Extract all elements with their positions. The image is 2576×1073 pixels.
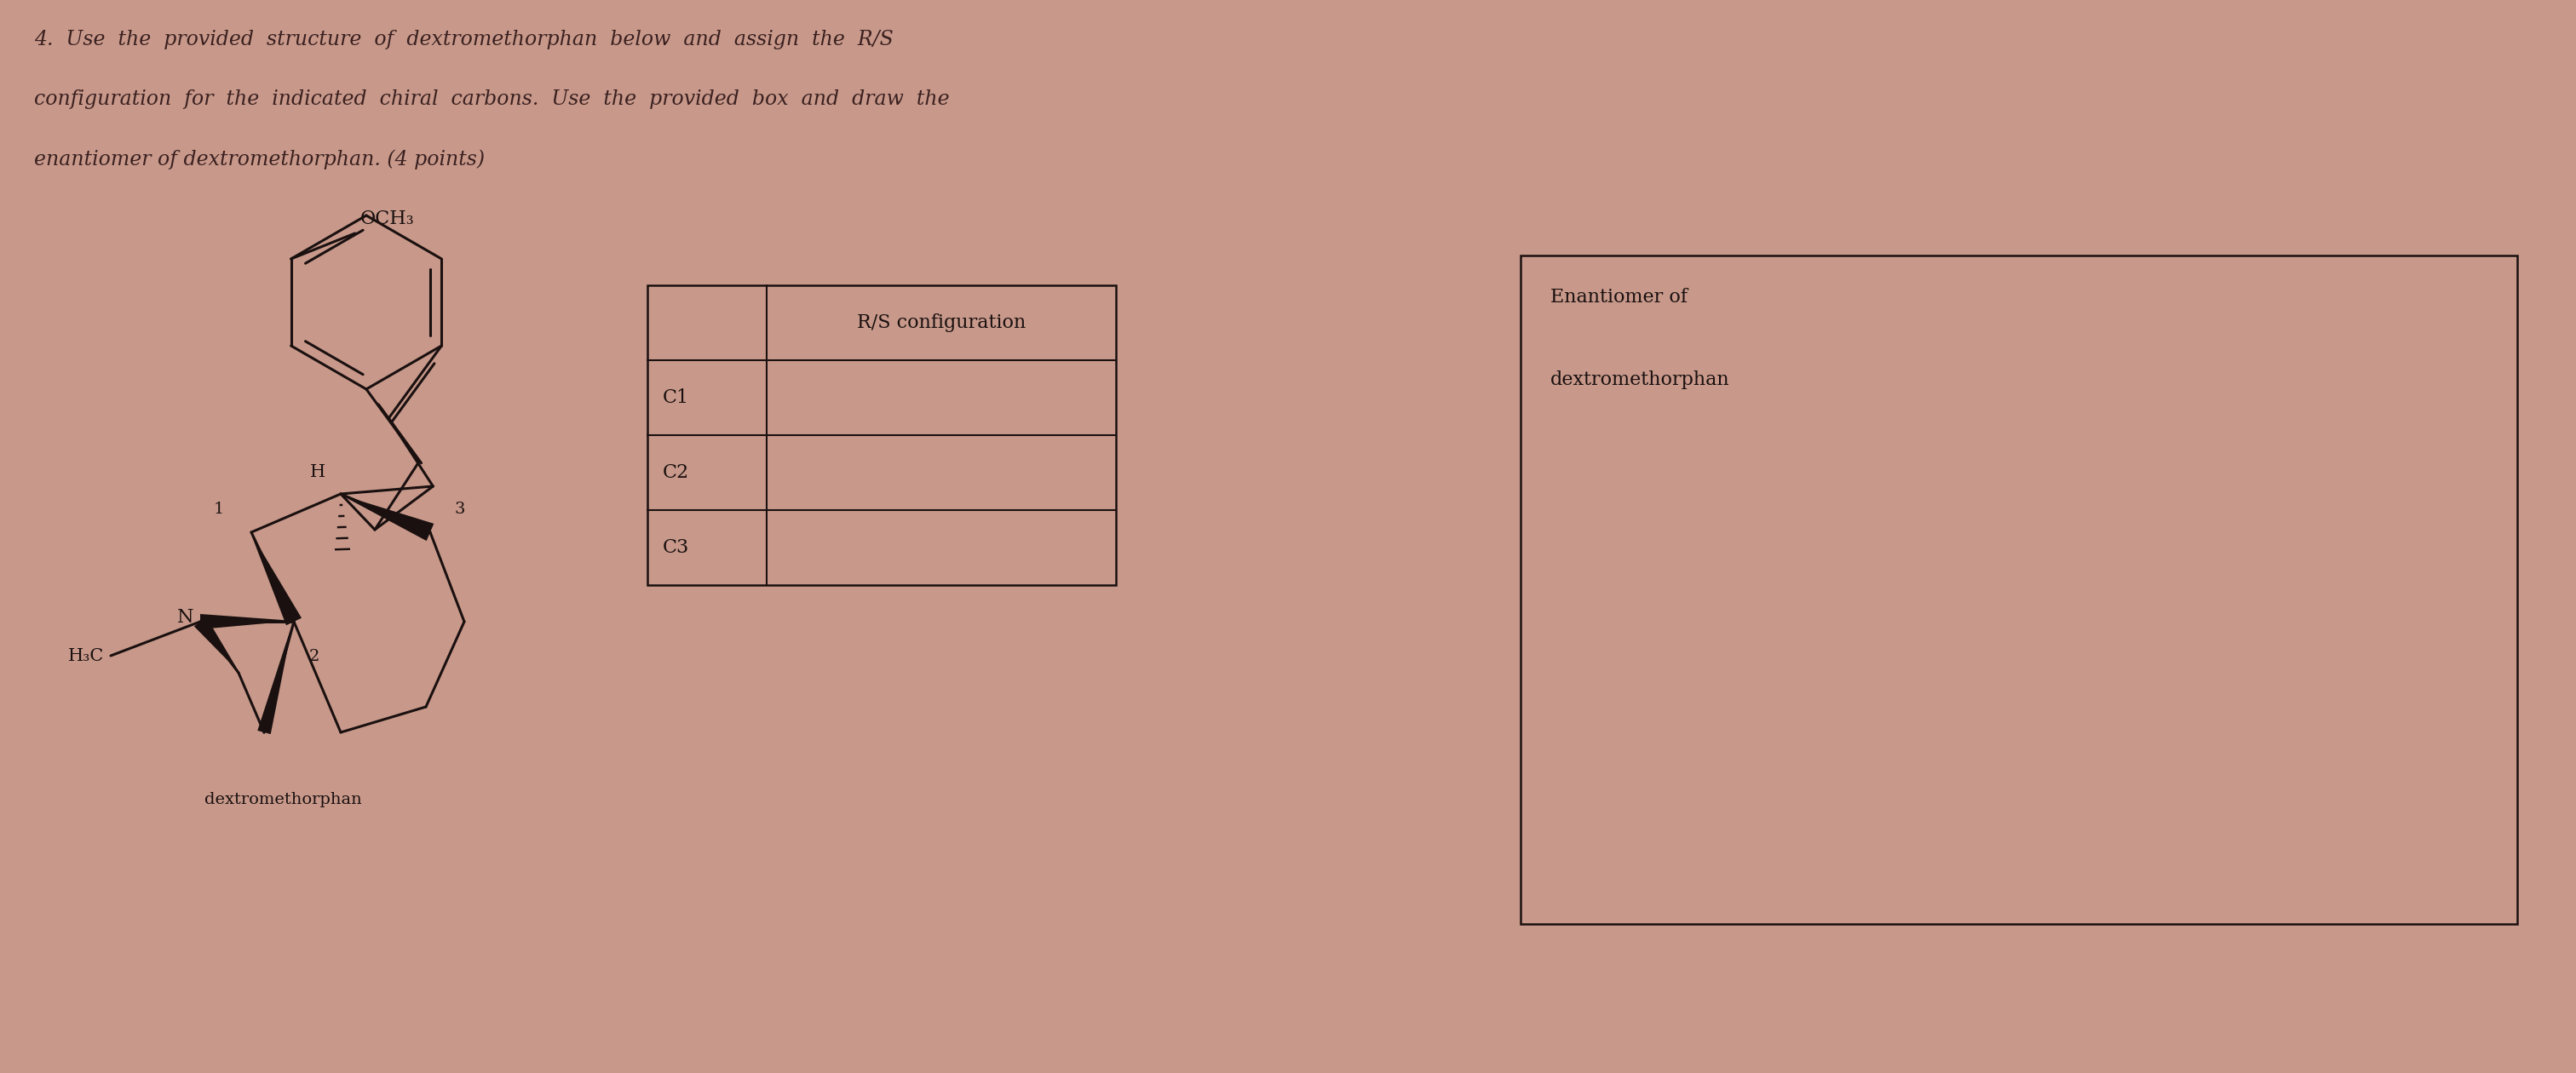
Text: dextromethorphan: dextromethorphan: [1551, 370, 1731, 389]
Text: 1: 1: [214, 501, 224, 517]
Text: C2: C2: [662, 464, 690, 482]
Polygon shape: [201, 614, 294, 630]
Text: H₃C: H₃C: [67, 648, 103, 664]
Bar: [1520, 255, 2517, 924]
Text: OCH₃: OCH₃: [361, 209, 415, 229]
Text: N: N: [178, 608, 193, 627]
Text: 3: 3: [453, 501, 464, 517]
Text: C1: C1: [662, 388, 690, 407]
Polygon shape: [250, 532, 301, 626]
Bar: [647, 285, 1115, 585]
Text: H: H: [309, 465, 325, 481]
Text: 4.  Use  the  provided  structure  of  dextromethorphan  below  and  assign  the: 4. Use the provided structure of dextrom…: [33, 30, 894, 49]
Text: enantiomer of dextromethorphan. (4 points): enantiomer of dextromethorphan. (4 point…: [33, 149, 484, 170]
Polygon shape: [258, 621, 294, 734]
Text: dextromethorphan: dextromethorphan: [204, 792, 361, 807]
Polygon shape: [340, 495, 433, 541]
Text: C3: C3: [662, 539, 690, 557]
Text: R/S configuration: R/S configuration: [858, 313, 1025, 333]
Text: configuration  for  the  indicated  chiral  carbons.  Use  the  provided  box  a: configuration for the indicated chiral c…: [33, 89, 951, 109]
Polygon shape: [193, 617, 240, 673]
Text: Enantiomer of: Enantiomer of: [1551, 288, 1687, 307]
Text: 2: 2: [309, 649, 319, 664]
